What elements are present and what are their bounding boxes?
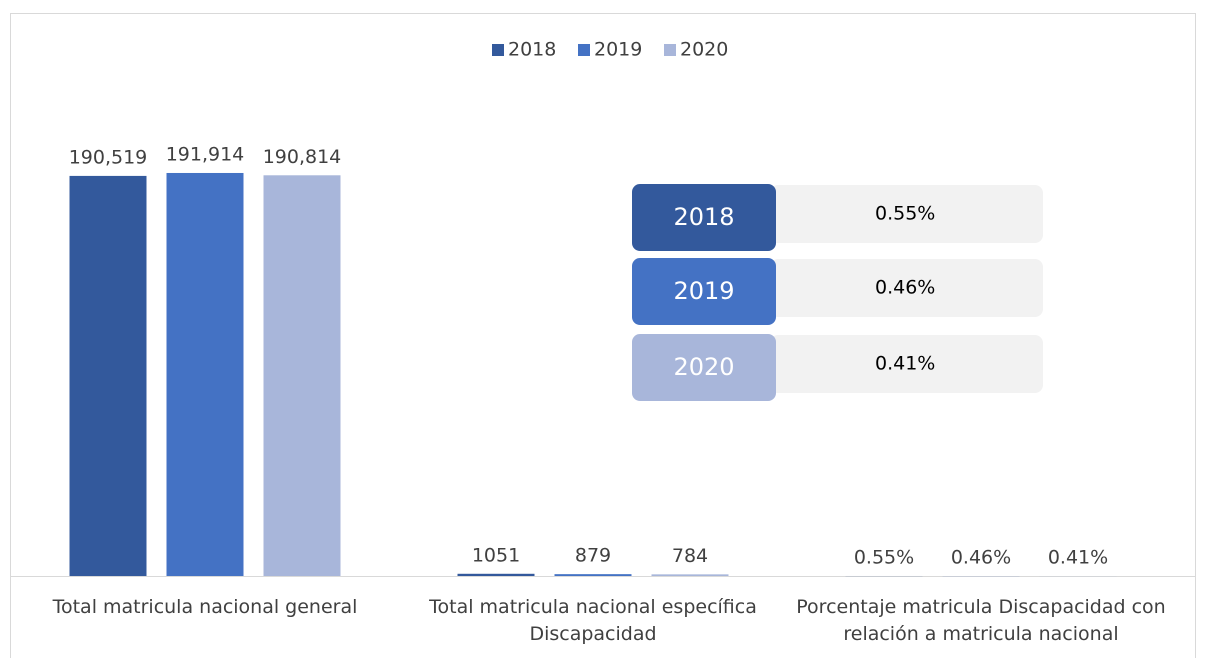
legend-label: 2018 — [508, 39, 556, 61]
legend-swatch — [664, 44, 676, 56]
inset-value-box — [770, 185, 1043, 243]
bar — [263, 175, 341, 577]
legend-swatch — [492, 44, 504, 56]
chart-frame — [10, 13, 1196, 658]
data-label: 784 — [672, 545, 708, 567]
inset-year-box — [632, 334, 776, 401]
inset-year: 2018 — [673, 203, 734, 231]
data-label: 0.41% — [1048, 546, 1108, 568]
legend-swatch — [578, 44, 590, 56]
inset-value: 0.41% — [875, 353, 935, 375]
bar — [554, 574, 632, 576]
inset-year-box — [632, 184, 776, 251]
inset-year: 2020 — [673, 353, 734, 381]
inset-value: 0.46% — [875, 277, 935, 299]
bar — [166, 172, 244, 577]
data-label: 0.55% — [854, 546, 914, 568]
data-label: 190,814 — [263, 146, 342, 168]
inset-value: 0.55% — [875, 203, 935, 225]
data-label: 0.46% — [951, 546, 1011, 568]
bar — [457, 573, 535, 576]
inset-value-box — [770, 259, 1043, 317]
inset-year-box — [632, 258, 776, 325]
data-label: 191,914 — [166, 143, 245, 165]
bar — [651, 574, 729, 576]
data-label: 190,519 — [69, 146, 148, 168]
inset-value-box — [770, 335, 1043, 393]
x-tick-label: Porcentaje matricula Discapacidad con re… — [796, 596, 1166, 645]
x-tick-label: Total matricula nacional general — [52, 596, 358, 618]
inset-year: 2019 — [673, 277, 734, 305]
data-label: 879 — [575, 545, 611, 567]
legend-label: 2019 — [594, 39, 642, 61]
x-tick-label: Total matricula nacional específica Disc… — [429, 596, 757, 645]
bar — [69, 175, 147, 576]
legend-label: 2020 — [680, 39, 728, 61]
data-label: 1051 — [472, 544, 520, 566]
